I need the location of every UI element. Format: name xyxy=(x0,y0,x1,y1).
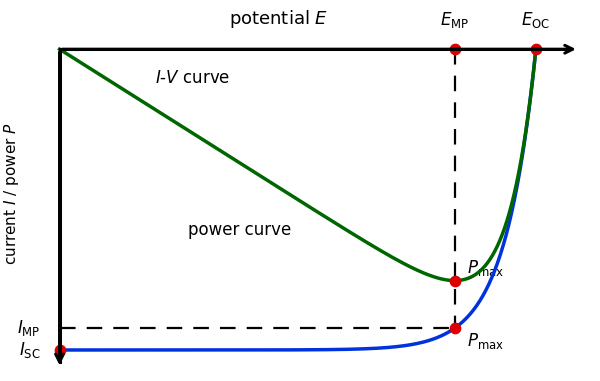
Text: $I_{\rm MP}$: $I_{\rm MP}$ xyxy=(17,318,40,338)
Point xyxy=(450,325,460,331)
Text: $E_{\rm MP}$: $E_{\rm MP}$ xyxy=(440,10,469,30)
Text: power curve: power curve xyxy=(188,221,292,239)
Text: potential $E$: potential $E$ xyxy=(229,8,328,30)
Point xyxy=(450,277,460,283)
Text: $I_{\rm SC}$: $I_{\rm SC}$ xyxy=(19,340,40,360)
Text: $E_{\rm OC}$: $E_{\rm OC}$ xyxy=(521,10,550,30)
Text: $P_{\rm max}$: $P_{\rm max}$ xyxy=(467,331,504,351)
Text: $P_{\rm max}$: $P_{\rm max}$ xyxy=(467,258,504,278)
Point xyxy=(531,46,541,52)
Point xyxy=(450,46,460,52)
Point xyxy=(55,347,64,353)
Text: $I$-$V$ curve: $I$-$V$ curve xyxy=(155,69,230,87)
Text: current $I$ / power $P$: current $I$ / power $P$ xyxy=(2,122,22,265)
